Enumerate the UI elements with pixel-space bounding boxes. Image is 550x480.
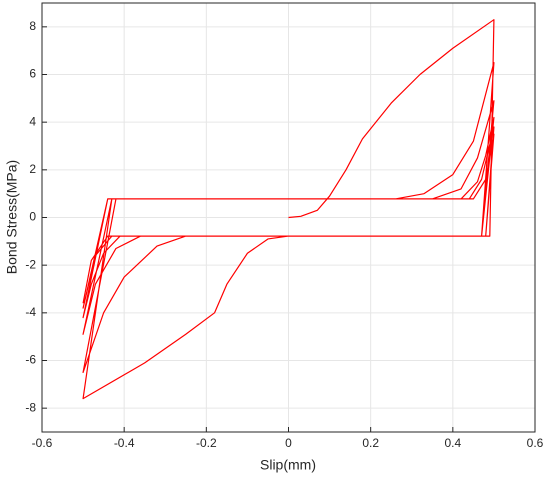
x-axis-title: Slip(mm) xyxy=(260,457,316,473)
y-tick-label: 2 xyxy=(29,162,36,176)
x-tick-label: -0.4 xyxy=(114,436,135,450)
y-axis-title: Bond Stress(MPa) xyxy=(4,160,20,274)
x-tick-label: 0.4 xyxy=(444,436,461,450)
y-tick-label: -4 xyxy=(25,305,36,319)
x-tick-label: 0.2 xyxy=(362,436,379,450)
y-tick-label: 8 xyxy=(29,19,36,33)
y-tick-label: 0 xyxy=(29,210,36,224)
y-tick-label: -6 xyxy=(25,353,36,367)
data-line xyxy=(82,19,495,400)
y-tick-label: -8 xyxy=(25,400,36,414)
x-tick-label: -0.2 xyxy=(196,436,217,450)
x-tick-label: -0.6 xyxy=(32,436,53,450)
x-tick-label: 0.6 xyxy=(527,436,544,450)
x-tick-label: 0 xyxy=(285,436,292,450)
plot-frame xyxy=(41,2,536,433)
y-tick-label: -2 xyxy=(25,257,36,271)
y-tick-label: 6 xyxy=(29,67,36,81)
y-tick-label: 4 xyxy=(29,114,36,128)
